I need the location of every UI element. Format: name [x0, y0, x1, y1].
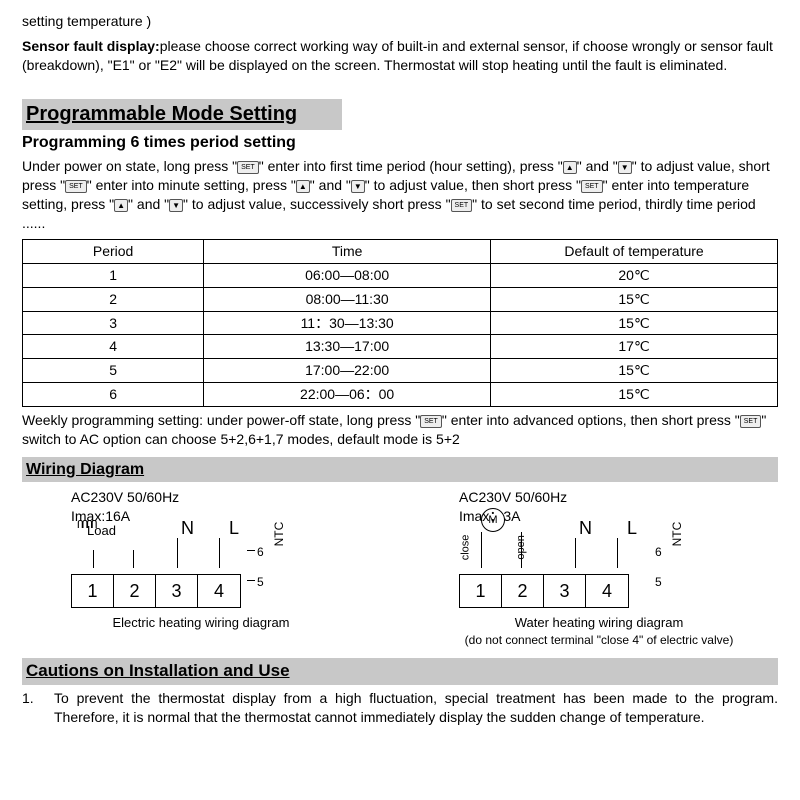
table-row: 208:00—11:3015℃ — [23, 287, 778, 311]
caution-text: To prevent the thermostat display from a… — [54, 689, 778, 727]
terminal-cell: 4 — [198, 575, 240, 607]
up-icon: ▲ — [114, 199, 128, 212]
terminal-cell: 1 — [460, 575, 502, 607]
sensor-fault-label: Sensor fault display: — [22, 38, 160, 54]
diagram-caption: Electric heating wiring diagram — [22, 614, 380, 632]
table-row: 622:00—06：0015℃ — [23, 383, 778, 407]
water-heating-diagram: AC230V 50/60Hz Imax：3A close open M N L … — [420, 488, 778, 648]
sensor-fault-paragraph: Sensor fault display:please choose corre… — [22, 37, 778, 75]
diagram-caption: Water heating wiring diagram — [420, 614, 778, 632]
terminal-5: 5 — [257, 574, 264, 590]
electric-heating-diagram: AC230V 50/60Hz Imax:16A Load ՈՈՈՈ N L NT… — [22, 488, 380, 648]
set-icon: SET — [451, 199, 473, 212]
set-icon: SET — [581, 180, 603, 193]
terminal-cell: 2 — [502, 575, 544, 607]
section-banner-programmable: Programmable Mode Setting — [22, 99, 342, 130]
down-icon: ▼ — [169, 199, 183, 212]
terminal-cell: 3 — [156, 575, 198, 607]
terminal-box: 1 2 3 4 — [459, 574, 629, 608]
table-row: 106:00—08:0020℃ — [23, 263, 778, 287]
spec-voltage: AC230V 50/60Hz — [459, 488, 739, 507]
programming-instructions: Under power on state, long press "SET" e… — [22, 157, 778, 233]
spec-voltage: AC230V 50/60Hz — [71, 488, 331, 507]
weekly-programming-note: Weekly programming setting: under power-… — [22, 411, 778, 449]
set-icon: SET — [740, 415, 762, 428]
terminal-l: L — [229, 516, 239, 540]
terminal-cell: 2 — [114, 575, 156, 607]
caution-number: 1. — [22, 689, 36, 727]
set-icon: SET — [237, 161, 259, 174]
motor-icon: M — [481, 508, 505, 532]
close-label: close — [458, 535, 473, 561]
periods-table: Period Time Default of temperature 106:0… — [22, 239, 778, 407]
wiring-diagrams-row: AC230V 50/60Hz Imax:16A Load ՈՈՈՈ N L NT… — [22, 488, 778, 648]
terminal-n: N — [579, 516, 592, 540]
terminal-l: L — [627, 516, 637, 540]
set-icon: SET — [420, 415, 442, 428]
table-row: 311：30—13:3015℃ — [23, 311, 778, 335]
table-header-row: Period Time Default of temperature — [23, 239, 778, 263]
terminal-cell: 4 — [586, 575, 628, 607]
diagram-subcaption: (do not connect terminal "close 4" of el… — [420, 632, 778, 648]
ntc-label: NTC — [669, 522, 685, 547]
cautions-banner: Cautions on Installation and Use — [22, 658, 778, 685]
up-icon: ▲ — [563, 161, 577, 174]
table-row: 413:30—17:0017℃ — [23, 335, 778, 359]
down-icon: ▼ — [351, 180, 365, 193]
col-time: Time — [204, 239, 491, 263]
terminal-6: 6 — [257, 544, 264, 560]
terminal-cell: 3 — [544, 575, 586, 607]
terminal-n: N — [181, 516, 194, 540]
ntc-label: NTC — [271, 522, 287, 547]
intro-fragment: setting temperature ) — [22, 12, 778, 31]
up-icon: ▲ — [296, 180, 310, 193]
terminal-6: 6 — [655, 544, 662, 560]
load-coil-icon: ՈՈՈՈ — [77, 518, 96, 533]
subhead-6periods: Programming 6 times period setting — [22, 132, 778, 154]
terminal-5: 5 — [655, 574, 662, 590]
down-icon: ▼ — [618, 161, 632, 174]
table-row: 517:00—22:0015℃ — [23, 359, 778, 383]
col-period: Period — [23, 239, 204, 263]
caution-item: 1. To prevent the thermostat display fro… — [22, 689, 778, 727]
col-temp: Default of temperature — [491, 239, 778, 263]
terminal-cell: 1 — [72, 575, 114, 607]
terminal-box: 1 2 3 4 — [71, 574, 241, 608]
wiring-banner: Wiring Diagram — [22, 457, 778, 483]
set-icon: SET — [65, 180, 87, 193]
